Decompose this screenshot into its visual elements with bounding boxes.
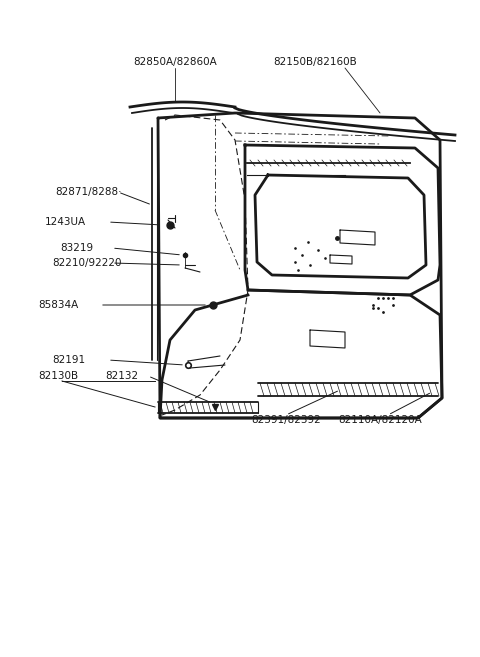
Text: 82110A/82120A: 82110A/82120A xyxy=(338,415,422,425)
Text: 82871/8288·: 82871/8288· xyxy=(55,187,121,197)
Text: 85834A: 85834A xyxy=(38,300,78,310)
Text: 1243UA: 1243UA xyxy=(45,217,86,227)
Text: 82150B/82160B: 82150B/82160B xyxy=(273,57,357,67)
Text: 82391/82392: 82391/82392 xyxy=(251,415,321,425)
Text: 83219: 83219 xyxy=(60,243,93,253)
Text: 82130B: 82130B xyxy=(38,371,78,381)
Text: 82210/92220: 82210/92220 xyxy=(52,258,121,268)
Text: 82191: 82191 xyxy=(52,355,85,365)
Text: 82132: 82132 xyxy=(105,371,138,381)
Text: 82850A/82860A: 82850A/82860A xyxy=(133,57,217,67)
